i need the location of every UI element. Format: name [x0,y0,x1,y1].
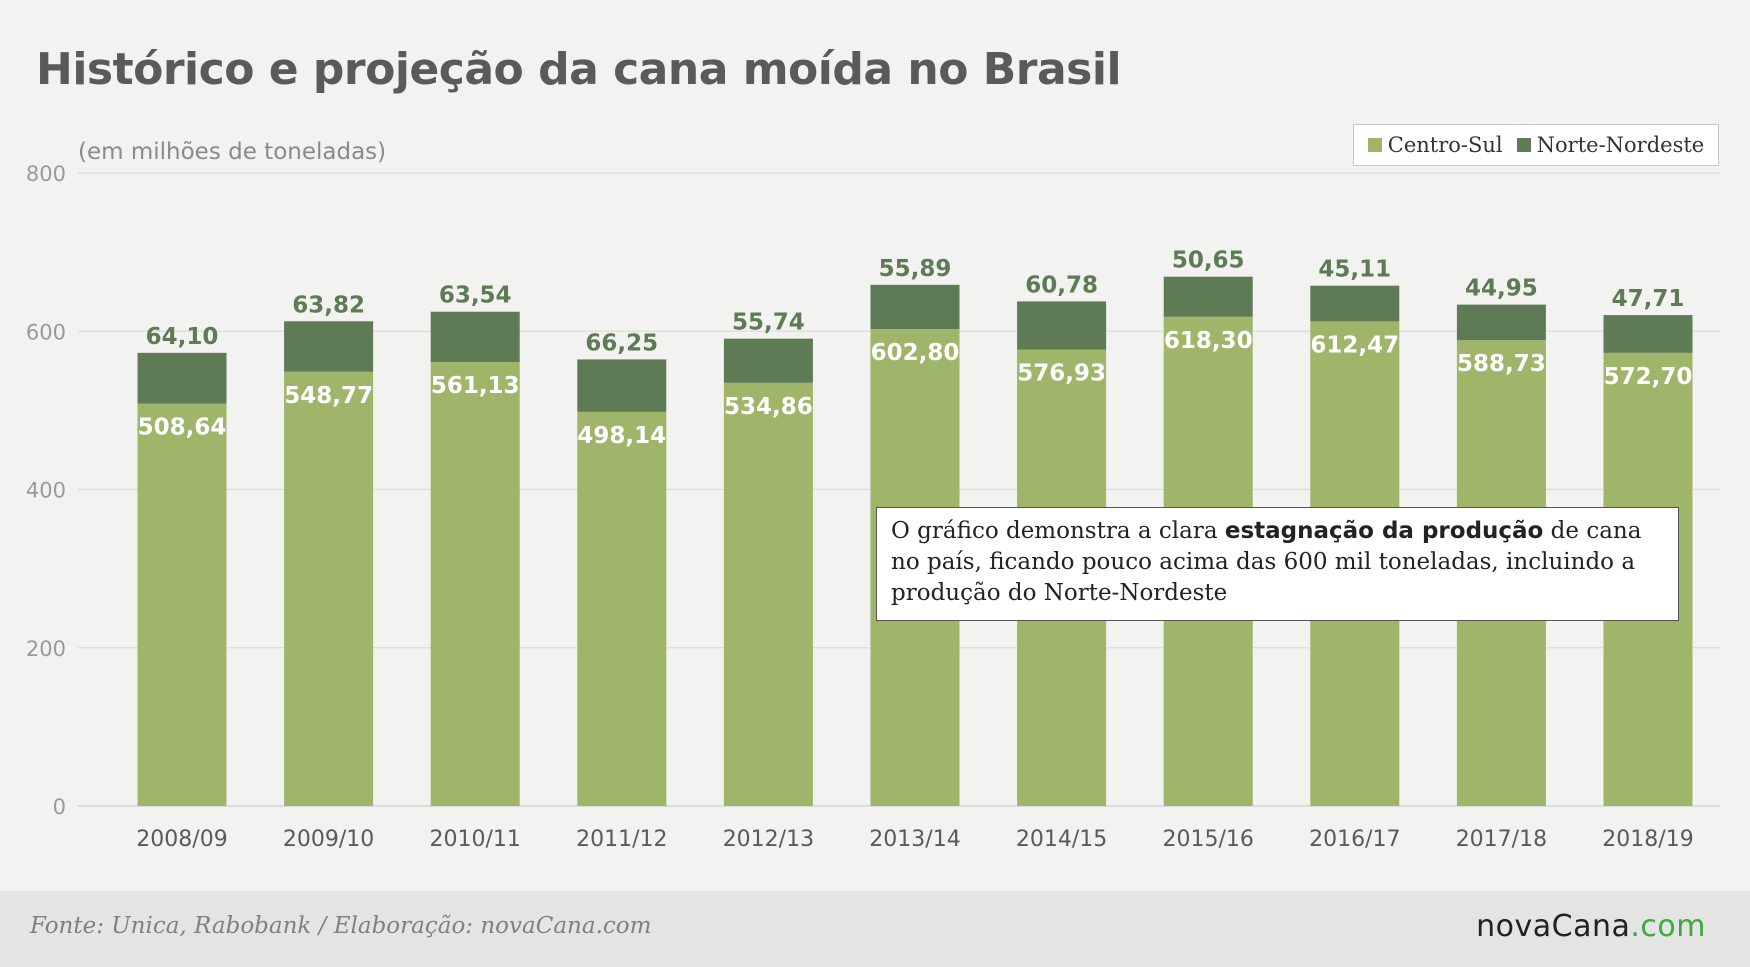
bar-norte-nordeste [577,359,667,412]
data-label-norte-nordeste: 63,82 [292,292,365,318]
legend-item-centro-sul: Centro-Sul [1367,133,1503,157]
data-label-norte-nordeste: 47,71 [1612,286,1685,312]
x-tick-label: 2013/14 [869,827,960,852]
data-label-norte-nordeste: 66,25 [585,330,658,356]
x-tick-label: 2014/15 [1016,827,1107,852]
bar-norte-nordeste [137,352,227,404]
bar-centro-sul [723,382,813,806]
source-note: Fonte: Unica, Rabobank / Elaboração: nov… [30,913,652,939]
legend-swatch-norte-nordeste [1516,138,1531,152]
x-tick-label: 2009/10 [283,827,374,852]
bar-norte-nordeste [870,284,960,330]
x-tick-label: 2016/17 [1309,827,1400,852]
bar-norte-nordeste [284,321,374,372]
y-tick-label: 200 [26,637,66,661]
legend-item-norte-nordeste: Norte-Nordeste [1516,133,1705,157]
data-label-norte-nordeste: 44,95 [1465,276,1538,302]
x-tick-label: 2012/13 [723,827,814,852]
brand-logo: novaCana.com [1476,909,1706,944]
data-label-centro-sul: 588,73 [1457,351,1546,377]
data-label-centro-sul: 612,47 [1310,332,1399,358]
stacked-bar-chart: 0 200 400 600 800 508,64 64,10 2008/09 548,77 63,… [26,162,1720,852]
bar-norte-nordeste [1310,285,1400,322]
data-label-centro-sul: 508,64 [138,415,227,441]
data-label-centro-sul: 548,77 [284,383,373,409]
bar-centro-sul [284,371,374,806]
data-label-centro-sul: 534,86 [724,394,813,420]
bar-norte-nordeste [723,338,813,383]
callout-text-end: de cana no país, ficando pouco acima das… [891,518,1642,606]
x-tick-label: 2017/18 [1456,827,1547,852]
bar-norte-nordeste [430,311,520,363]
brand-name: novaCana [1476,909,1631,944]
data-label-norte-nordeste: 60,78 [1025,272,1098,298]
bar-norte-nordeste [1456,304,1546,341]
y-tick-label: 400 [26,479,66,503]
callout-text-start: O gráfico demonstra a clara [891,518,1225,544]
data-label-centro-sul: 576,93 [1017,361,1106,387]
bar-norte-nordeste [1017,301,1107,350]
annotation-callout: O gráfico demonstra a clara estagnação d… [876,507,1679,621]
data-label-norte-nordeste: 64,10 [146,324,219,350]
legend-swatch-centro-sul [1367,138,1382,152]
brand-suffix: .com [1630,909,1706,944]
bar-centro-sul [137,403,227,806]
data-label-norte-nordeste: 55,74 [732,310,805,336]
data-label-norte-nordeste: 55,89 [879,256,952,282]
data-label-centro-sul: 618,30 [1164,328,1253,354]
x-tick-label: 2018/19 [1602,827,1693,852]
bar-norte-nordeste [1163,276,1253,317]
data-label-norte-nordeste: 50,65 [1172,248,1245,274]
data-label-centro-sul: 602,80 [871,340,960,366]
legend-label-centro-sul: Centro-Sul [1387,133,1503,157]
y-tick-label: 600 [26,320,66,344]
chart-legend: Centro-Sul Norte-Nordeste [1353,124,1719,166]
data-label-norte-nordeste: 63,54 [439,283,512,309]
footer: Fonte: Unica, Rabobank / Elaboração: nov… [0,891,1750,967]
legend-label-norte-nordeste: Norte-Nordeste [1536,133,1705,157]
bar-centro-sul [430,362,520,806]
data-label-centro-sul: 561,13 [431,373,520,399]
data-label-norte-nordeste: 45,11 [1318,257,1391,283]
callout-text-bold: estagnação da produção [1224,518,1544,544]
x-tick-label: 2010/11 [429,827,520,852]
y-tick-label: 0 [53,795,66,819]
y-tick-label: 800 [26,162,66,186]
chart-subtitle: (em milhões de toneladas) [78,139,387,165]
x-tick-label: 2015/16 [1162,827,1253,852]
data-label-centro-sul: 498,14 [577,423,666,449]
bar-norte-nordeste [1603,315,1693,353]
chart-title: Histórico e projeção da cana moída no Br… [36,44,1122,95]
data-label-centro-sul: 572,70 [1604,364,1693,390]
x-tick-label: 2011/12 [576,827,667,852]
bar-centro-sul [577,411,667,806]
x-tick-label: 2008/09 [136,827,227,852]
